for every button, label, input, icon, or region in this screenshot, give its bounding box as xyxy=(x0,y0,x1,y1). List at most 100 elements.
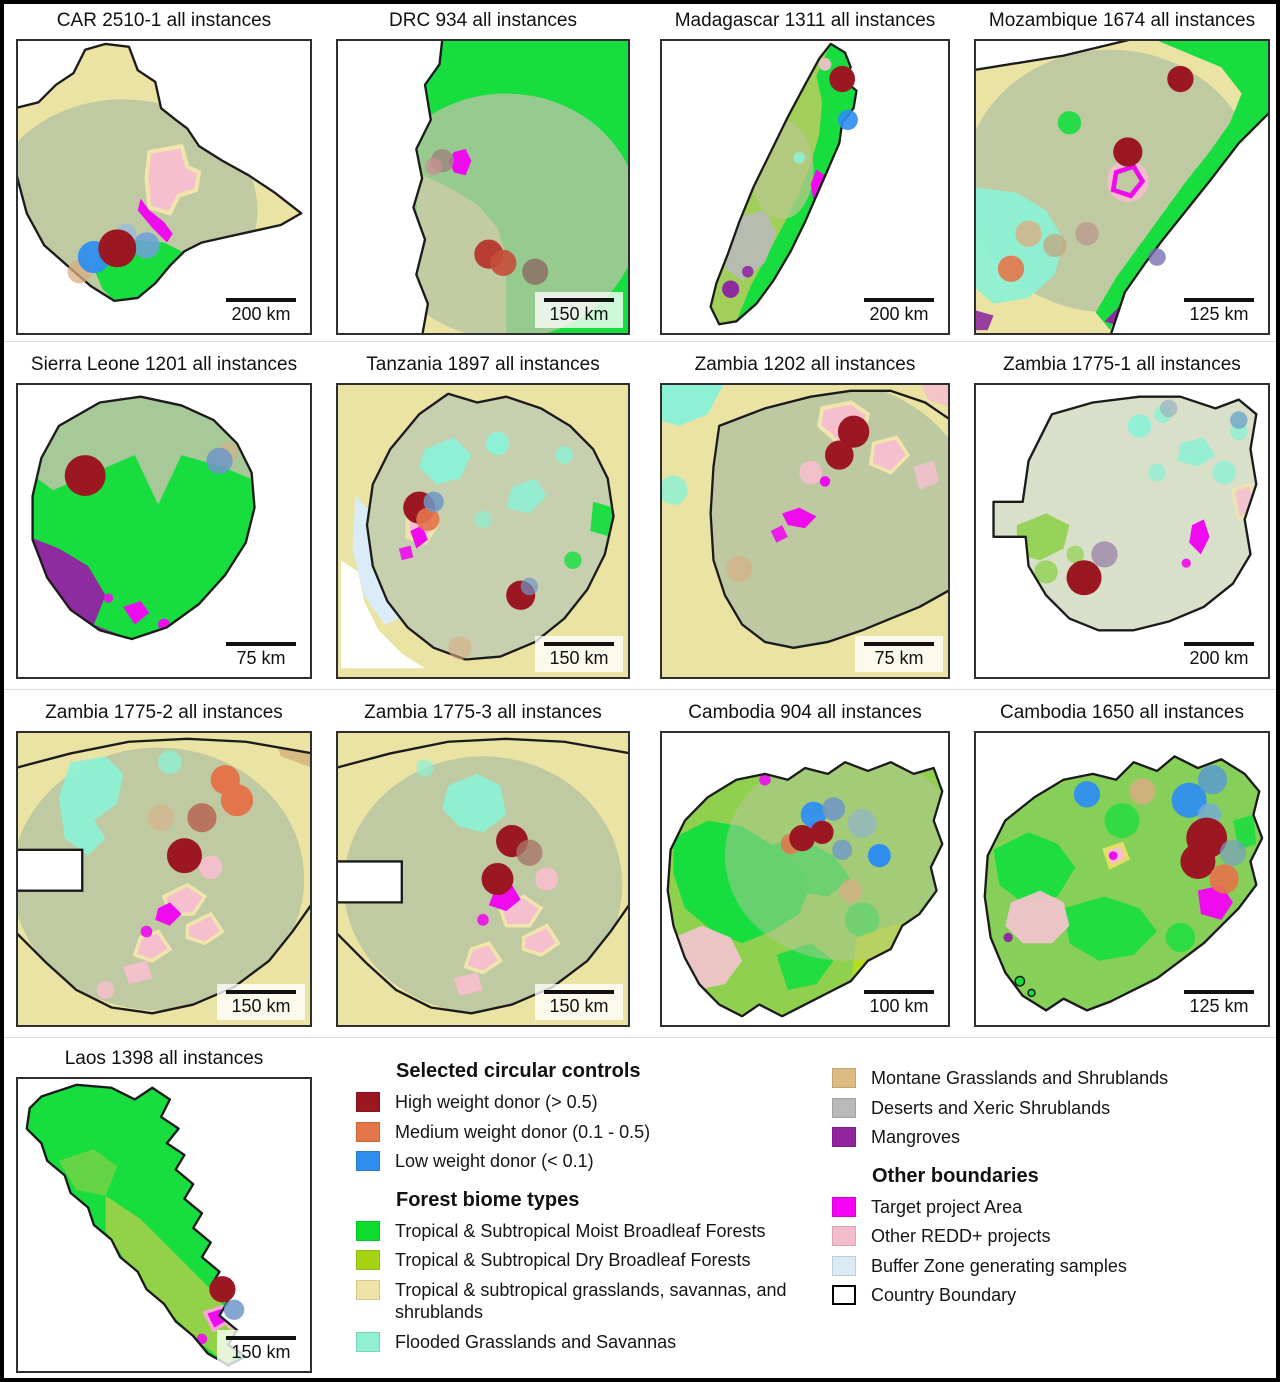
donor-marker xyxy=(522,258,549,285)
donor-marker xyxy=(1219,839,1247,866)
legend-item: Other REDD+ projects xyxy=(832,1225,1276,1248)
donor-marker xyxy=(425,157,443,176)
buffer-zone xyxy=(352,495,399,625)
legend-item-label: Tropical & subtropical grasslands, savan… xyxy=(395,1279,787,1323)
scale-bar: 150 km xyxy=(535,292,623,328)
map-canvas: 150 km xyxy=(16,1077,312,1373)
donor-marker-high xyxy=(829,65,856,93)
scale-bar-line xyxy=(544,298,614,303)
scale-bar: 150 km xyxy=(535,984,623,1020)
donor-markers xyxy=(997,65,1194,282)
legend-swatch xyxy=(356,1121,380,1142)
target-project-area xyxy=(759,773,771,786)
ocean xyxy=(340,560,425,669)
map-panel-mozambique-1674: Mozambique 1674 all instances 125 km xyxy=(974,10,1270,335)
flooded-grassland-patch xyxy=(976,187,1064,304)
map-canvas: 75 km xyxy=(16,383,312,679)
donor-marker-high xyxy=(166,838,202,874)
target-project-area xyxy=(1181,558,1191,568)
country-boundary xyxy=(412,41,444,333)
donor-marker xyxy=(1197,765,1228,795)
map-svg xyxy=(338,385,628,677)
scale-bar: 125 km xyxy=(1175,292,1263,328)
map-panel-madagascar-1311: Madagascar 1311 all instances 200 km xyxy=(660,10,950,335)
donor-marker xyxy=(147,804,175,831)
donor-marker xyxy=(223,1299,245,1320)
panel-title: Cambodia 904 all instances xyxy=(688,702,922,723)
map-svg xyxy=(18,733,310,1025)
legend-swatch xyxy=(356,1151,380,1171)
donor-markers xyxy=(829,65,858,131)
other-redd-project xyxy=(913,460,940,491)
map-svg xyxy=(992,395,1258,632)
moist-forest-patch xyxy=(1057,111,1082,135)
map-canvas: 200 km xyxy=(16,39,312,335)
other-redd-project xyxy=(199,855,223,879)
boundary-notch xyxy=(338,861,402,903)
map-svg xyxy=(709,42,858,326)
donor-marker xyxy=(423,491,444,513)
moist-forest-patch xyxy=(1104,803,1140,839)
map-panel-laos-1398: Laos 1398 all instances 150 km xyxy=(16,1048,312,1373)
scale-bar-label: 125 km xyxy=(1189,304,1249,325)
legend-item: Tropical & Subtropical Moist Broadleaf F… xyxy=(356,1220,801,1243)
donor-marker xyxy=(1159,399,1178,418)
target-project-area xyxy=(1108,851,1118,861)
scale-bar-line xyxy=(226,990,296,995)
map-panel-car-2510-1: CAR 2510-1 all instances 200 km xyxy=(16,10,312,335)
row-divider xyxy=(4,1037,1276,1038)
flooded-grassland-patch xyxy=(158,750,182,774)
panel-title: Sierra Leone 1201 all instances xyxy=(30,354,298,375)
biome-layers xyxy=(993,759,1257,961)
map-panel-cambodia-904: Cambodia 904 all instances 100 km xyxy=(660,702,950,1027)
legend-swatch xyxy=(356,1092,380,1112)
map-svg xyxy=(25,1083,247,1367)
scale-bar: 75 km xyxy=(855,636,943,672)
donor-marker xyxy=(448,636,472,660)
target-project-area xyxy=(398,545,414,561)
donor-markers xyxy=(403,491,539,660)
legend-swatch xyxy=(356,1250,380,1270)
legend-item-label: Low weight donor (< 0.1) xyxy=(395,1151,594,1171)
donor-marker xyxy=(726,555,753,583)
map-panel-zambia-1775-3: Zambia 1775-3 all instances 150 km xyxy=(336,702,630,1027)
other-redd-project xyxy=(96,981,115,999)
donor-marker-high xyxy=(825,440,854,470)
map-panel-drc-934: DRC 934 all instances 150 km xyxy=(336,10,630,335)
donor-marker xyxy=(490,249,517,277)
map-panel-cambodia-1650: Cambodia 1650 all instances 125 km xyxy=(974,702,1270,1027)
other-redd-project xyxy=(1231,482,1257,522)
country-boundary xyxy=(338,737,628,1015)
map-svg xyxy=(983,755,1264,1012)
scale-bar-label: 75 km xyxy=(874,648,924,669)
scale-bar-label: 75 km xyxy=(236,648,286,669)
biome-layers xyxy=(710,390,948,648)
donor-marker-high xyxy=(64,455,106,496)
dry-forest-patch xyxy=(1016,513,1070,561)
legend-item: Tropical & subtropical grasslands, savan… xyxy=(356,1279,801,1324)
target-project-area xyxy=(123,601,150,625)
map-canvas: 200 km xyxy=(974,383,1270,679)
donor-marker xyxy=(847,808,877,839)
donor-markers xyxy=(780,797,891,903)
map-canvas: 100 km xyxy=(660,731,950,1027)
scale-bar-line xyxy=(226,298,296,303)
donor-marker-low xyxy=(837,109,858,131)
flooded-grassland-patch xyxy=(1127,414,1152,438)
country-boundary xyxy=(666,761,944,1018)
country-boundary xyxy=(25,1083,247,1367)
scale-bar-label: 150 km xyxy=(231,996,291,1017)
panel-title: Zambia 1775-2 all instances xyxy=(45,702,283,723)
legend-item: Mangroves xyxy=(832,1126,1276,1149)
target-project-area xyxy=(155,902,182,926)
donor-markers xyxy=(726,415,870,583)
flooded-grassland-patch xyxy=(416,759,434,777)
scale-bar: 200 km xyxy=(1175,636,1263,672)
legend-swatch xyxy=(832,1127,856,1147)
legend-item-label: Buffer Zone generating samples xyxy=(871,1255,1127,1276)
mangrove-patch xyxy=(686,994,695,1003)
donor-marker-high xyxy=(1167,65,1194,93)
fl flooded-grassland-patch xyxy=(555,446,573,464)
donor-markers xyxy=(67,223,160,284)
